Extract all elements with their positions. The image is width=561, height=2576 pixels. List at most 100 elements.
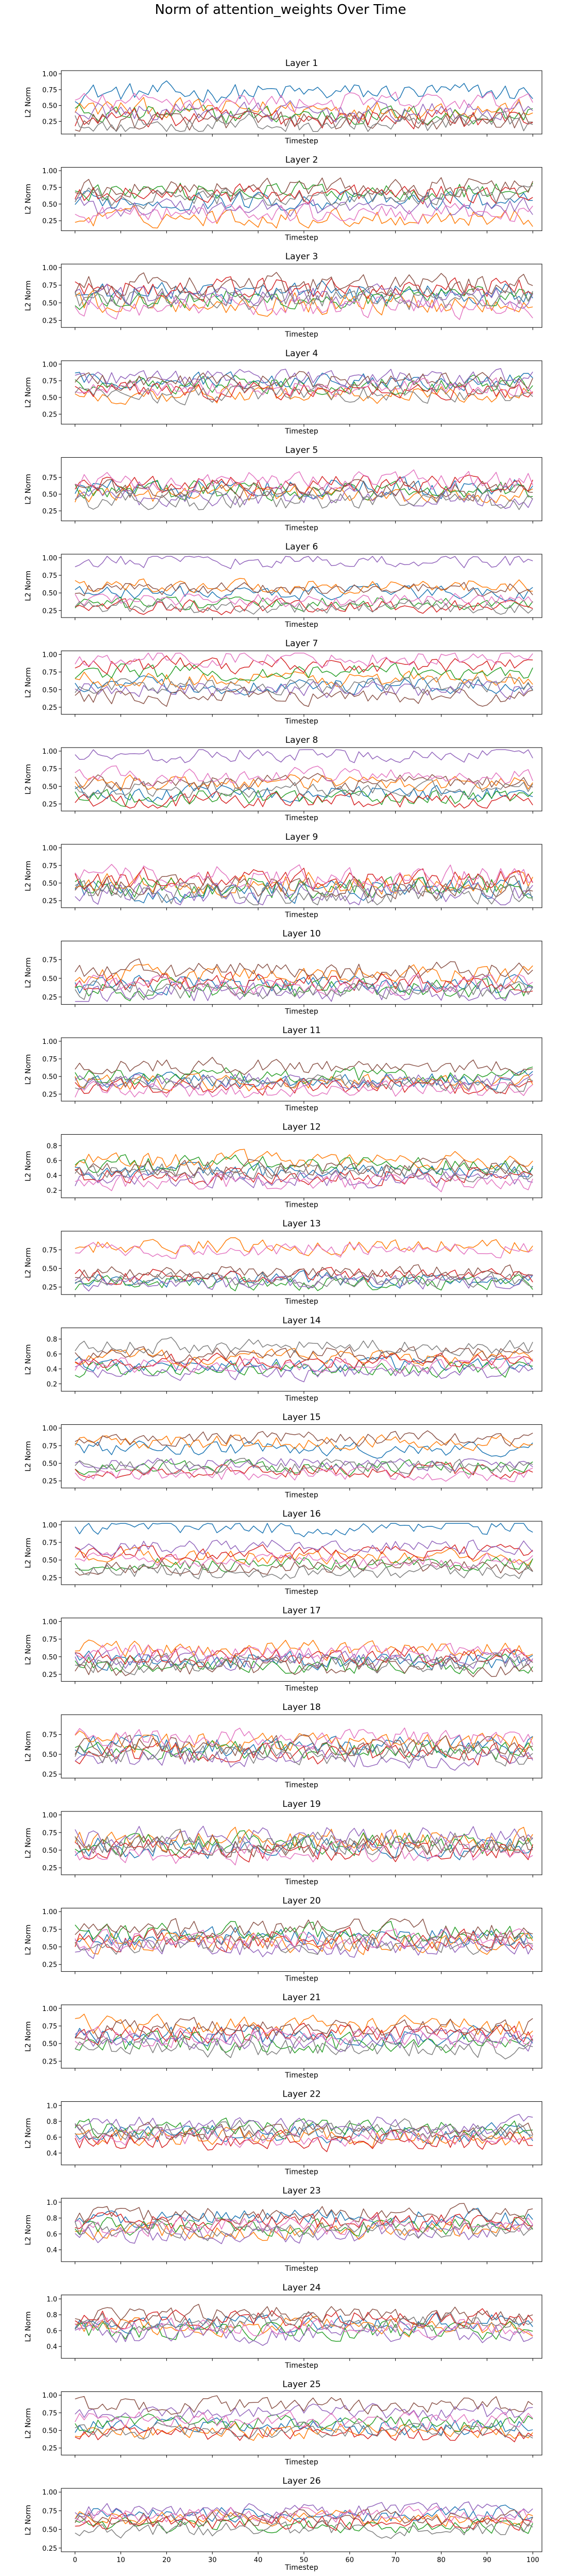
axes-frame [61, 1037, 542, 1102]
series-line [75, 479, 533, 502]
y-tick-label: 1.00 [42, 361, 57, 369]
series-line [75, 80, 533, 105]
series-line [75, 1639, 533, 1661]
layer-panel: Layer 16 0.25 0.50 0.75 1.00 L2 Norm Timestep [24, 1509, 542, 1596]
series-line [75, 2520, 533, 2539]
y-axis-label: L2 Norm [24, 764, 32, 794]
series-line [75, 765, 533, 787]
series-line [75, 2501, 533, 2519]
series-line [74, 286, 533, 310]
series-line [75, 489, 533, 510]
series-line [75, 1364, 533, 1383]
y-tick-label: 0.75 [42, 862, 57, 870]
y-tick-label: 0.25 [42, 318, 57, 325]
y-axis-label: L2 Norm [24, 2215, 32, 2245]
series-line [75, 2219, 533, 2241]
series-line [75, 1539, 533, 1556]
layer-title: Layer 24 [282, 2283, 320, 2293]
axes-frame [61, 1231, 542, 1295]
series-line [75, 189, 533, 211]
series-line [75, 599, 533, 615]
y-axis-label: L2 Norm [24, 377, 32, 408]
y-tick-label: 0.8 [46, 2118, 57, 2126]
series-line [75, 2395, 533, 2415]
layer-panel: Layer 23 0.4 0.6 0.8 1.0 L2 Norm Timestep [24, 2186, 542, 2273]
layer-panel: Layer 20 0.25 0.50 0.75 1.00 L2 Norm Timestep [24, 1896, 542, 1983]
y-tick-label: 0.75 [42, 1636, 57, 1644]
series-line [75, 385, 533, 405]
series-line [75, 2014, 533, 2036]
y-tick-label: 1.0 [46, 2296, 57, 2303]
layer-title: Layer 6 [285, 542, 318, 552]
y-tick-label: 0.75 [42, 1247, 57, 1254]
y-axis-label: L2 Norm [24, 1538, 32, 1568]
series-line [75, 1734, 533, 1758]
x-axis-label: Timestep [284, 2458, 318, 2466]
series-line [75, 108, 533, 132]
series-line [75, 2508, 533, 2527]
y-tick-label: 0.75 [42, 378, 57, 386]
x-axis-label: Timestep [284, 2265, 318, 2273]
series-line [75, 686, 533, 707]
y-tick-label: 0.25 [42, 2058, 57, 2066]
series-line [75, 974, 533, 996]
series-group [74, 1918, 533, 1959]
layer-panel: Layer 21 0.25 0.50 0.75 1.00 L2 Norm Timestep [24, 1992, 542, 2080]
series-line [75, 2203, 533, 2224]
series-line [75, 1552, 533, 1570]
series-group [75, 80, 533, 132]
y-tick-label: 1.00 [42, 651, 57, 659]
series-group [74, 2203, 533, 2245]
y-axis-label: L2 Norm [24, 1924, 32, 1955]
series-group [75, 958, 533, 1002]
series-line [75, 107, 533, 129]
series-line [75, 556, 533, 569]
y-tick-label: 0.4 [46, 2247, 57, 2254]
series-group [75, 1337, 533, 1383]
layer-title: Layer 21 [282, 1992, 320, 2003]
figure-title: Norm of attention_weights Over Time [155, 2, 406, 18]
series-group [75, 1727, 533, 1771]
series-line [75, 202, 533, 225]
series-line [75, 980, 533, 1001]
layer-panel: Layer 15 0.25 0.50 0.75 1.00 L2 Norm Timestep [24, 1412, 542, 1499]
y-tick-label: 0.75 [42, 1442, 57, 1450]
series-group [75, 1057, 533, 1099]
layer-title: Layer 7 [285, 639, 318, 649]
series-line [75, 578, 533, 595]
y-tick-label: 1.00 [42, 748, 57, 756]
y-tick-label: 0.25 [42, 898, 57, 905]
y-tick-label: 1.00 [42, 1522, 57, 1530]
x-tick-label: 30 [208, 2556, 217, 2564]
y-axis-label: L2 Norm [24, 87, 32, 118]
series-line [75, 2215, 533, 2237]
y-tick-label: 0.75 [42, 957, 57, 965]
series-line [75, 1272, 533, 1288]
series-line [75, 177, 533, 198]
y-tick-label: 0.6 [46, 2231, 57, 2238]
series-line [75, 749, 533, 763]
series-line [75, 1356, 533, 1374]
y-tick-label: 1.00 [42, 1618, 57, 1626]
x-axis-label: Timestep [284, 2071, 318, 2080]
x-tick-label: 60 [346, 2556, 354, 2564]
series-line [75, 2207, 533, 2229]
y-tick-label: 0.25 [42, 1574, 57, 1582]
series-group [75, 1237, 533, 1292]
layer-title: Layer 12 [282, 1122, 320, 1133]
y-tick-label: 0.50 [42, 394, 57, 402]
series-line [75, 1080, 533, 1099]
axes-frame [61, 1907, 542, 1972]
y-tick-label: 0.6 [46, 1351, 57, 1358]
series-line [75, 276, 533, 302]
y-tick-label: 0.50 [42, 2040, 57, 2048]
y-tick-label: 0.25 [42, 218, 57, 225]
layer-title: Layer 3 [285, 252, 318, 262]
series-line [75, 2029, 533, 2052]
series-line [75, 963, 533, 985]
series-line [75, 1739, 533, 1761]
series-line [75, 2017, 533, 2040]
series-line [75, 958, 533, 980]
y-tick-label: 1.00 [42, 845, 57, 853]
